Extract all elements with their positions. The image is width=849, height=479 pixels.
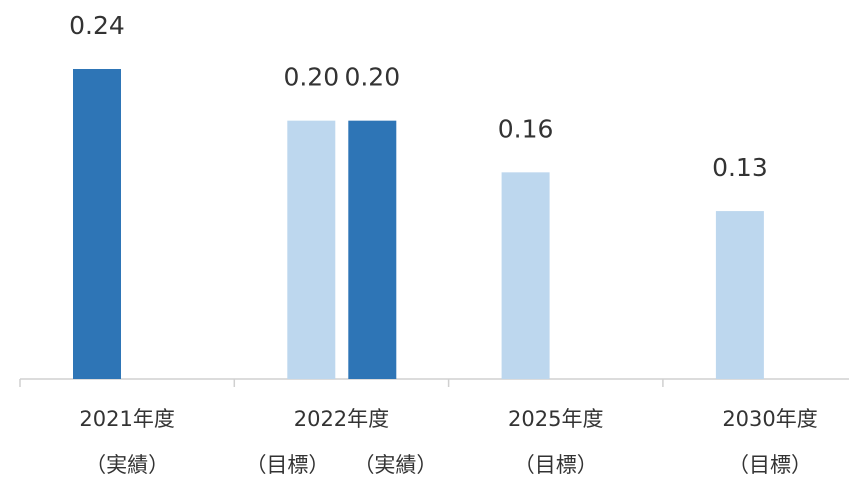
bar	[287, 120, 336, 380]
bar	[715, 211, 764, 379]
value-label: 0.13	[712, 153, 768, 182]
value-label: 0.24	[69, 11, 125, 40]
series-sublabel: （目標）	[728, 453, 812, 477]
series-sublabel: （目標）	[245, 453, 329, 477]
x-tick-label: 2025年度	[508, 407, 603, 431]
bar	[73, 69, 121, 379]
x-tick-label: 2021年度	[79, 407, 174, 431]
value-label: 0.20	[283, 63, 339, 92]
series-sublabel: （目標）	[514, 453, 598, 477]
series-sublabel: （実績）	[85, 453, 169, 477]
value-label: 0.20	[344, 63, 400, 92]
x-tick-label: 2030年度	[722, 407, 817, 431]
bar	[501, 172, 550, 379]
x-tick-label: 2022年度	[294, 407, 389, 431]
bar	[348, 120, 397, 380]
value-label: 0.16	[498, 114, 554, 143]
series-sublabel: （実績）	[353, 453, 437, 477]
